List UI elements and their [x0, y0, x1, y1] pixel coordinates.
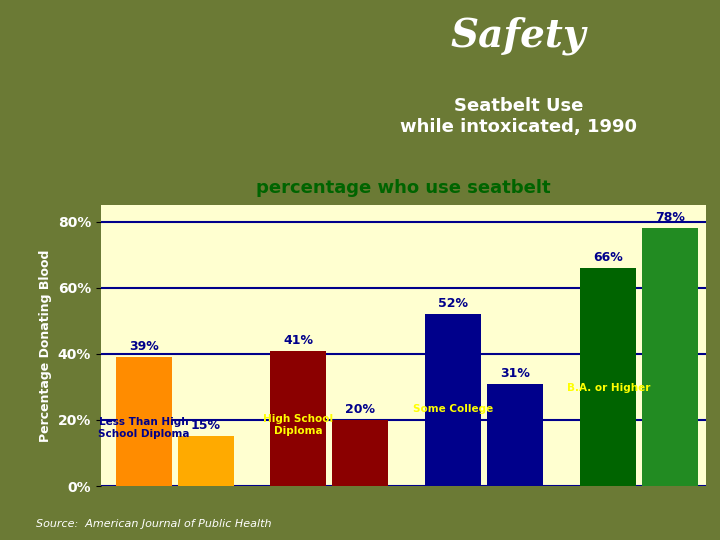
Bar: [333, 420, 389, 486]
Text: B.A. or Higher: B.A. or Higher: [567, 383, 650, 393]
Text: 15%: 15%: [191, 420, 220, 433]
Text: Source:  American Journal of Public Health: Source: American Journal of Public Healt…: [36, 519, 271, 529]
Text: Some College: Some College: [413, 404, 493, 414]
Text: 78%: 78%: [655, 211, 685, 224]
Text: Safety: Safety: [451, 16, 586, 55]
Y-axis label: Percentage Donating Blood: Percentage Donating Blood: [39, 249, 52, 442]
Text: 31%: 31%: [500, 367, 530, 380]
Bar: [271, 350, 326, 486]
Text: 39%: 39%: [129, 340, 158, 353]
Text: High School
Diploma: High School Diploma: [264, 414, 333, 436]
Text: 52%: 52%: [438, 297, 468, 310]
Bar: [487, 383, 544, 486]
Text: 66%: 66%: [593, 251, 623, 264]
Bar: [426, 314, 482, 486]
Text: Seatbelt Use
while intoxicated, 1990: Seatbelt Use while intoxicated, 1990: [400, 97, 637, 136]
Text: 20%: 20%: [346, 403, 375, 416]
Text: Less Than High
School Diploma: Less Than High School Diploma: [98, 417, 189, 439]
Bar: [642, 228, 698, 486]
Text: 41%: 41%: [284, 334, 313, 347]
Text: percentage who use seatbelt: percentage who use seatbelt: [256, 179, 551, 197]
Bar: [115, 357, 171, 486]
Bar: [178, 436, 233, 486]
Bar: [580, 268, 636, 486]
